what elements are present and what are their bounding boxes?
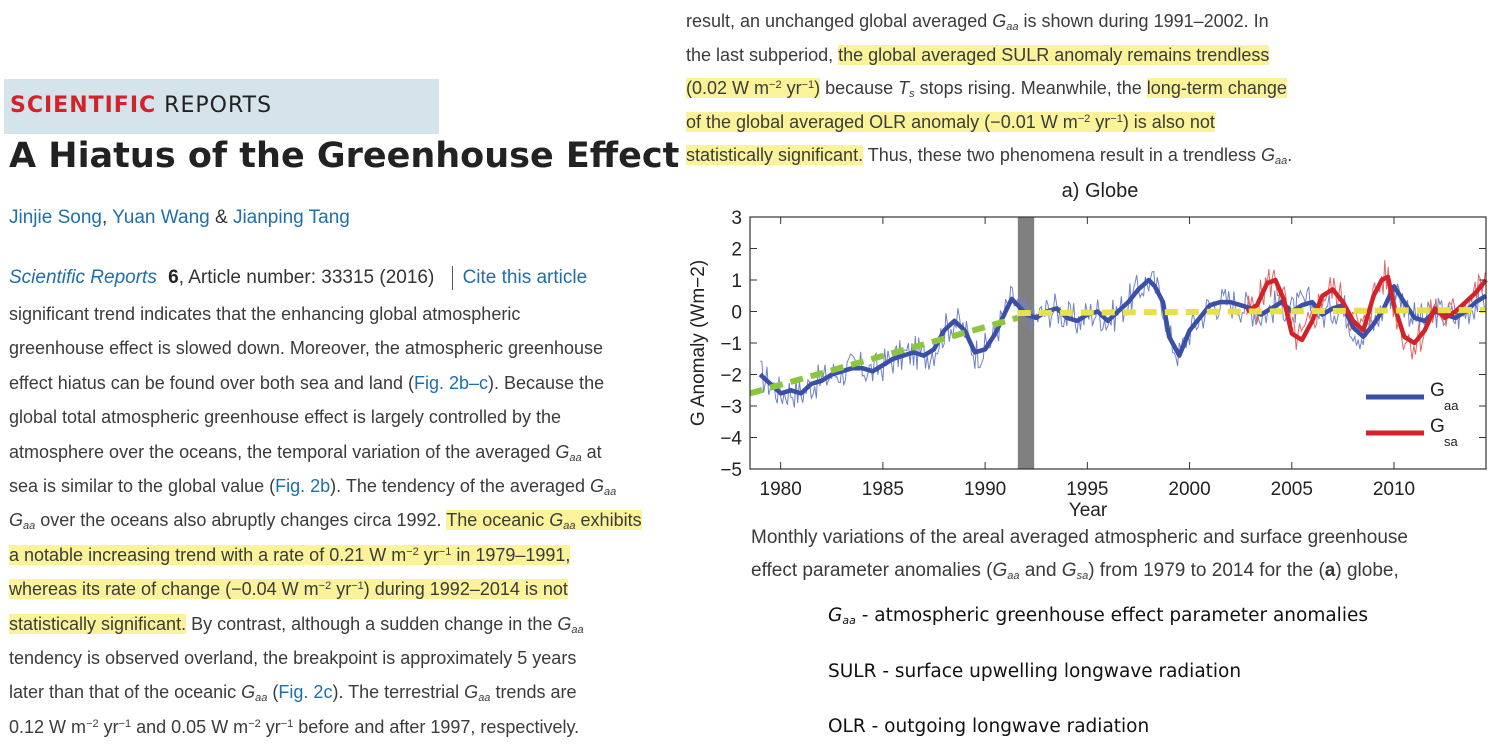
legend-label: G (1430, 380, 1445, 401)
sulr-definition: SULR - surface upwelling longwave radiat… (828, 661, 1242, 682)
article-body-text: significant trend indicates that the enh… (9, 304, 642, 737)
highlighted-text: The oceanic Gaa exhibits (446, 510, 642, 533)
figure-link[interactable]: Fig. 2b (275, 475, 331, 496)
highlighted-text: the global averaged SULR anomaly remains… (838, 44, 1270, 65)
x-tick-label: 2000 (1168, 479, 1210, 500)
y-tick-label: −2 (720, 366, 742, 387)
highlighted-text: statistically significant. (9, 613, 187, 634)
volume-number: 6 (168, 267, 179, 289)
article-title: A Hiatus of the Greenhouse Effect (9, 136, 680, 176)
cite-this-article-link[interactable]: Cite this article (462, 267, 588, 289)
journal-brand: SCIENTIFIC REPORTS (10, 93, 272, 118)
g-anomaly-chart: a) Globe 3 2 1 0 −1 −2 −3 −4 −5 1980 1985 1990 1995 2… (688, 180, 1488, 521)
article-number: , Article number: 33315 (2016) (178, 267, 435, 289)
x-axis-label: Year (1069, 500, 1108, 521)
highlighted-text: (0.02 W m−2 yr−1) (686, 78, 821, 98)
y-tick-label: −3 (720, 397, 742, 418)
brand-scientific: SCIENTIFIC (10, 93, 157, 118)
citation-line: Scientific Reports 6, Article number: 33… (9, 266, 587, 290)
x-tick-label: 2005 (1271, 479, 1313, 500)
y-tick-label: 1 (731, 271, 742, 292)
y-tick-label: −5 (720, 460, 742, 481)
author-list: Jinjie Song, Yuan Wang & Jianping Tang (9, 207, 350, 228)
y-tick-label: 3 (731, 208, 742, 229)
gsa-smoothed-line (1245, 274, 1488, 346)
trend-line-1979-1991 (749, 314, 1019, 397)
journal-link[interactable]: Scientific Reports (9, 267, 157, 289)
chart-title: a) Globe (1062, 180, 1139, 202)
y-tick-label: −4 (720, 429, 742, 450)
y-axis-label: G Anomaly (Wm−2) (688, 260, 709, 426)
highlighted-text: a notable increasing trend with a rate o… (9, 544, 571, 565)
gaa-definition: Gaa - atmospheric greenhouse effect para… (828, 605, 1368, 627)
excerpt-text: result, an unchanged global averaged Gaa… (686, 11, 1293, 167)
y-tick-label: 0 (731, 303, 742, 324)
y-tick-label: 2 (731, 240, 742, 261)
olr-definition: OLR - outgoing longwave radiation (828, 716, 1150, 737)
legend-label-subscript: aa (1444, 398, 1459, 413)
author-link[interactable]: Jinjie Song (9, 207, 102, 228)
brand-bar (4, 79, 439, 134)
author-link[interactable]: Yuan Wang (112, 207, 210, 228)
figure-caption: Monthly variations of the areal averaged… (751, 527, 1408, 582)
breakpoint-shade (1017, 217, 1035, 469)
highlighted-text: whereas its rate of change (−0.04 W m−2 … (9, 579, 568, 600)
y-tick-label: −1 (720, 334, 742, 355)
author-link[interactable]: Jianping Tang (232, 207, 350, 228)
brand-reports: REPORTS (164, 93, 273, 118)
x-tick-label: 1990 (964, 479, 1006, 500)
legend-label: G (1430, 416, 1445, 437)
highlighted-text: long-term change (1146, 78, 1287, 98)
legend-label-subscript: sa (1444, 434, 1459, 449)
highlighted-text: statistically significant. (686, 145, 864, 165)
x-tick-label: 1980 (760, 479, 802, 500)
x-tick-label: 2010 (1373, 479, 1415, 500)
x-tick-label: 1995 (1066, 479, 1108, 500)
figure-link[interactable]: Fig. 2c (278, 682, 333, 703)
figure-link[interactable]: Fig. 2b–c (413, 372, 489, 393)
divider (451, 266, 453, 290)
trend-line-1992-2014 (1017, 306, 1487, 317)
gaa-smoothed-line (758, 277, 1488, 396)
x-tick-label: 1985 (862, 479, 904, 500)
highlighted-text: of the global averaged OLR anomaly (−0.0… (686, 111, 1215, 132)
